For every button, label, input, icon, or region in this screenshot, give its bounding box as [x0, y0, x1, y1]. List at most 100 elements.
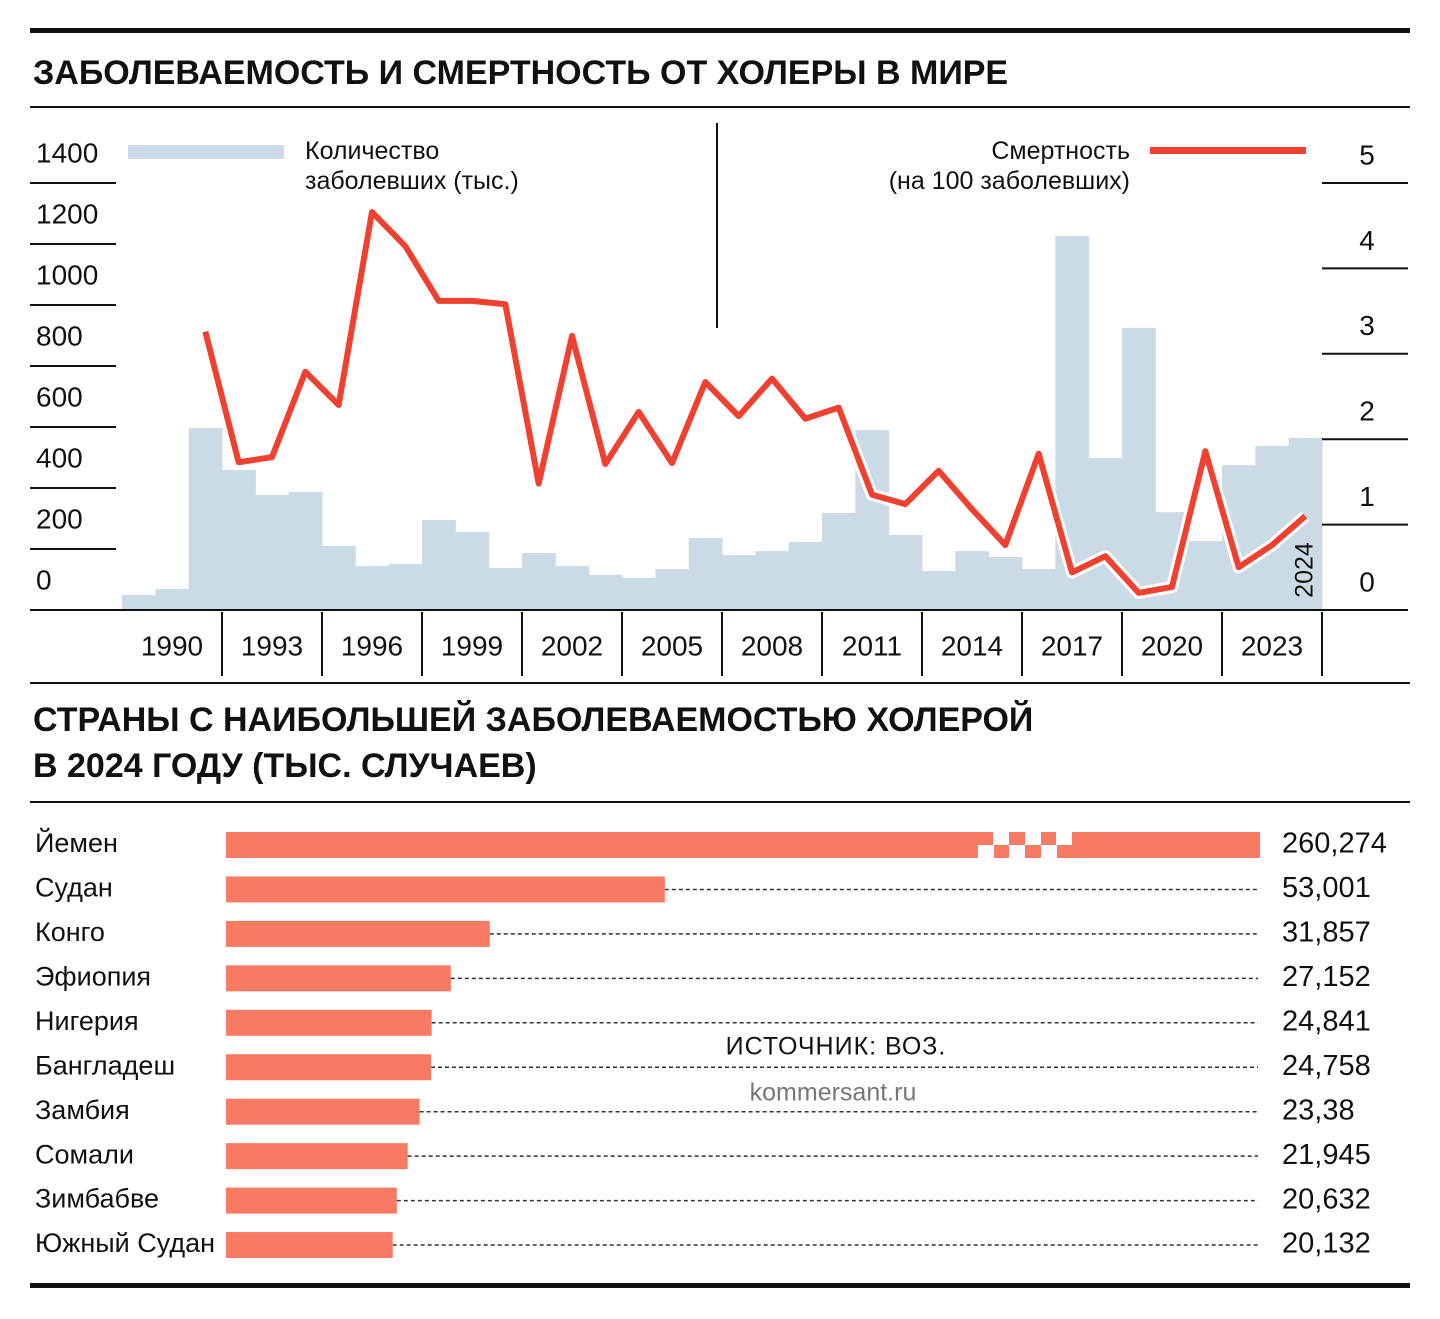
bar [1122, 327, 1156, 610]
source: ИСТОЧНИК: ВОЗ. [726, 1033, 947, 1061]
axis-break [1025, 832, 1041, 845]
category-label: Нигерия [35, 1006, 139, 1036]
bar [226, 1098, 420, 1125]
bar [226, 1054, 431, 1081]
y-tick-label: 0 [36, 564, 52, 595]
x-tick-label: 1996 [341, 630, 403, 661]
bar [155, 588, 190, 610]
y-tick-label: 400 [36, 442, 83, 473]
category-label: Йемен [35, 827, 118, 858]
category-label: Южный Судан [35, 1228, 215, 1258]
bar [226, 832, 1260, 858]
value-label: 20,632 [1282, 1183, 1371, 1215]
line [202, 209, 1308, 596]
bar [1188, 541, 1223, 610]
bar [755, 551, 790, 610]
value-label: 260,274 [1282, 828, 1387, 860]
axis-break [978, 845, 994, 858]
x-tick-label: 1990 [141, 630, 203, 661]
axis-break [1009, 845, 1025, 858]
rule [30, 682, 1410, 684]
chart-title: СТРАНЫ С НАИБОЛЬШЕЙ ЗАБОЛЕВАЕМОСТЬЮ ХОЛЕ… [33, 700, 1033, 785]
x-tick-label: 2020 [1141, 630, 1203, 661]
bar [226, 920, 490, 947]
bar [1088, 458, 1123, 610]
category-label: Эфиопия [35, 961, 151, 991]
legend-swatch [1150, 147, 1306, 154]
legend-label: Количество заболевших (тыс.) [305, 137, 519, 195]
bar [655, 569, 690, 610]
bar [255, 495, 290, 610]
bar [422, 520, 456, 610]
bar [188, 427, 223, 610]
bottom-rule [30, 1283, 1410, 1288]
value-label: 27,152 [1282, 961, 1371, 993]
annotation: 2024 [1291, 542, 1319, 598]
x-tick-label: 2023 [1241, 630, 1303, 661]
bar [922, 570, 956, 610]
value-label: 24,758 [1282, 1050, 1371, 1082]
legend-label: Смертность (на 100 заболевших) [889, 137, 1130, 195]
category-label: Зимбабве [35, 1184, 159, 1214]
bar [288, 491, 323, 610]
category-label: Замбия [35, 1095, 130, 1125]
bar [226, 965, 451, 992]
top-rule [30, 28, 1410, 33]
divider [716, 123, 718, 328]
bar [388, 563, 423, 610]
category-label: Конго [35, 917, 105, 947]
axis-break [1041, 845, 1057, 858]
y2-tick-label: 0 [1359, 566, 1375, 597]
y-tick-label: 800 [36, 320, 83, 351]
bar [455, 531, 490, 610]
y-tick-label: 1000 [36, 259, 98, 290]
bar [955, 551, 990, 610]
rule [30, 106, 1410, 108]
x-tick-label: 1993 [241, 630, 303, 661]
y-tick-label: 200 [36, 503, 83, 534]
bar [488, 567, 523, 610]
x-tick-label: 2017 [1041, 630, 1103, 661]
bar [722, 555, 756, 610]
legend-swatch [128, 145, 284, 159]
bar [555, 566, 590, 610]
y-tick-label: 1400 [36, 137, 98, 168]
bar [822, 513, 856, 610]
category-label: Судан [35, 873, 113, 903]
bar [888, 534, 923, 610]
category-label: Сомали [35, 1139, 134, 1169]
axis-break [1056, 832, 1072, 845]
value-label: 24,841 [1282, 1005, 1371, 1037]
y2-tick-label: 2 [1359, 396, 1375, 427]
category-label: Бангладеш [35, 1050, 175, 1080]
bar [988, 556, 1023, 610]
bar [788, 541, 823, 610]
x-tick-label: 2014 [941, 630, 1003, 661]
bar [1022, 569, 1056, 610]
y2-tick-label: 5 [1359, 139, 1375, 170]
y-tick-label: 1200 [36, 198, 98, 229]
value-label: 21,945 [1282, 1139, 1371, 1171]
value-label: 23,38 [1282, 1094, 1355, 1126]
chart-title: ЗАБОЛЕВАЕМОСТЬ И СМЕРТНОСТЬ ОТ ХОЛЕРЫ В … [33, 54, 1008, 92]
bar [226, 1187, 397, 1214]
value-label: 20,132 [1282, 1228, 1371, 1260]
bar [622, 577, 656, 610]
bar [588, 574, 623, 610]
bar [688, 538, 723, 610]
y2-tick-label: 3 [1359, 310, 1375, 341]
bar [122, 595, 156, 610]
x-tick-label: 1999 [441, 630, 503, 661]
y2-tick-label: 1 [1359, 481, 1375, 512]
bar [226, 1232, 393, 1259]
bar [522, 552, 556, 610]
value-label: 53,001 [1282, 872, 1371, 904]
bar [222, 470, 256, 610]
credit: kommersant.ru [750, 1079, 917, 1107]
bar [322, 545, 356, 610]
bar [226, 876, 665, 903]
y2-tick-label: 4 [1359, 225, 1375, 256]
axis-break [993, 832, 1009, 845]
x-tick-label: 2008 [741, 630, 803, 661]
